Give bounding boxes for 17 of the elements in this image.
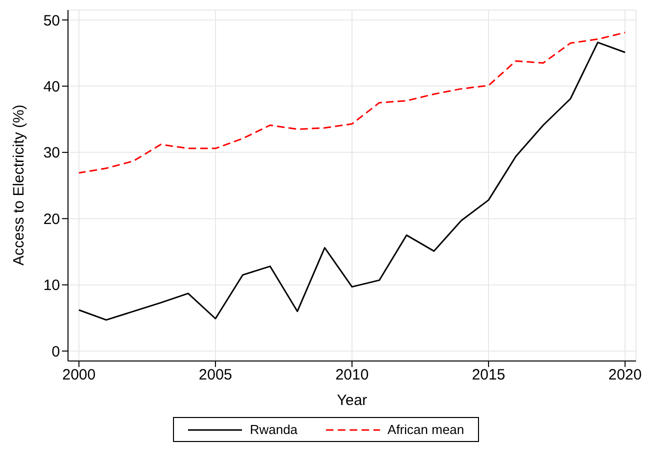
legend-label: Rwanda <box>250 422 298 437</box>
x-tick-label: 2020 <box>608 366 642 384</box>
line-series <box>78 42 626 321</box>
y-axis-title: Access to Electricity (%) <box>10 104 28 266</box>
x-tick-label: 2005 <box>198 366 232 384</box>
y-tick-label: 30 <box>43 144 60 162</box>
y-tick-label: 0 <box>52 343 60 360</box>
x-tick-label: 2015 <box>472 366 506 384</box>
legend-label: African mean <box>388 422 464 437</box>
x-tick-label: 2000 <box>62 366 96 384</box>
y-tick-label: 40 <box>43 78 60 96</box>
y-tick-label: 50 <box>43 12 60 30</box>
y-tick-label: 10 <box>43 277 60 294</box>
x-axis-title: Year <box>336 392 368 409</box>
y-tick-label: 20 <box>43 210 60 228</box>
x-tick-label: 2010 <box>335 366 369 384</box>
line-series <box>78 32 626 174</box>
